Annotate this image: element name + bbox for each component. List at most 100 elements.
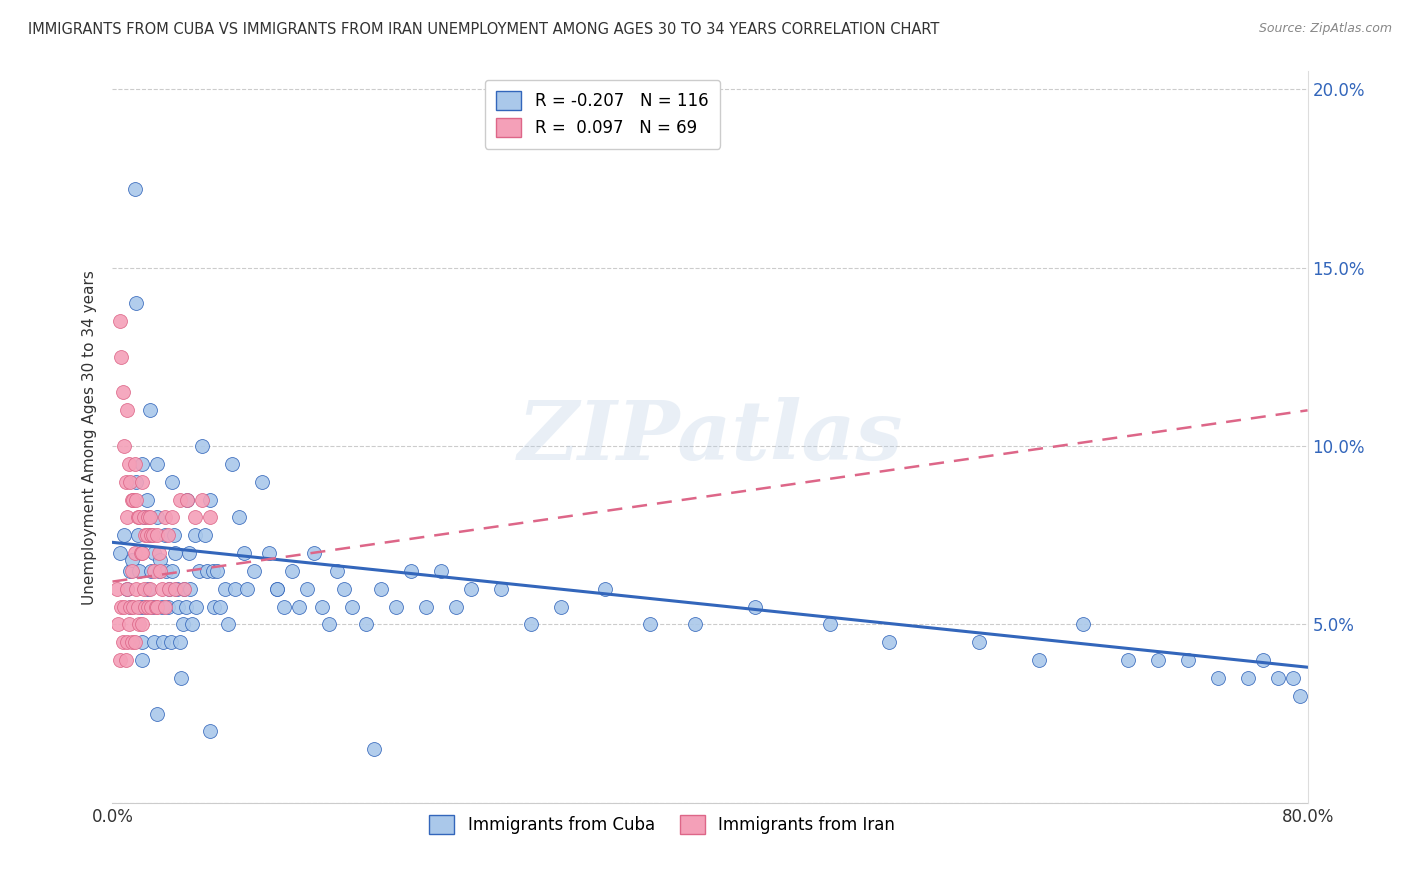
Point xyxy=(818,617,841,632)
Point xyxy=(159,635,181,649)
Point xyxy=(141,599,163,614)
Point xyxy=(1237,671,1260,685)
Point xyxy=(145,599,167,614)
Point xyxy=(157,582,180,596)
Point xyxy=(131,617,153,632)
Point xyxy=(134,599,156,614)
Point xyxy=(228,510,250,524)
Point xyxy=(138,599,160,614)
Point xyxy=(401,564,423,578)
Point xyxy=(139,528,162,542)
Point xyxy=(148,546,170,560)
Point xyxy=(143,546,166,560)
Point xyxy=(156,599,179,614)
Point xyxy=(174,599,197,614)
Point xyxy=(744,599,766,614)
Point xyxy=(520,617,543,632)
Point xyxy=(114,528,135,542)
Point xyxy=(143,635,166,649)
Point xyxy=(191,439,214,453)
Point xyxy=(179,582,201,596)
Point xyxy=(166,582,188,596)
Point xyxy=(108,546,131,560)
Point xyxy=(172,617,194,632)
Point xyxy=(311,599,333,614)
Point xyxy=(153,510,176,524)
Point xyxy=(111,385,134,400)
Point xyxy=(489,582,512,596)
Point xyxy=(142,528,165,542)
Point xyxy=(683,617,706,632)
Point xyxy=(121,635,143,649)
Point xyxy=(110,350,132,364)
Point xyxy=(135,492,157,507)
Point xyxy=(333,582,356,596)
Point xyxy=(1289,689,1312,703)
Point xyxy=(194,528,217,542)
Text: ZIPatlas: ZIPatlas xyxy=(517,397,903,477)
Point xyxy=(146,510,169,524)
Point xyxy=(1073,617,1095,632)
Point xyxy=(146,599,169,614)
Point xyxy=(356,617,378,632)
Point xyxy=(148,564,170,578)
Point xyxy=(149,553,172,567)
Point xyxy=(198,492,221,507)
Point xyxy=(115,475,138,489)
Point xyxy=(1177,653,1199,667)
Point xyxy=(170,671,193,685)
Point xyxy=(243,564,266,578)
Point xyxy=(183,510,205,524)
Point xyxy=(177,546,200,560)
Point xyxy=(125,492,148,507)
Point xyxy=(118,457,141,471)
Point xyxy=(114,439,135,453)
Point xyxy=(176,492,198,507)
Point xyxy=(281,564,304,578)
Point xyxy=(162,510,183,524)
Point xyxy=(115,653,138,667)
Point xyxy=(127,528,149,542)
Point xyxy=(165,582,187,596)
Point xyxy=(122,599,145,614)
Point xyxy=(217,617,239,632)
Point xyxy=(128,617,150,632)
Point xyxy=(325,564,347,578)
Point xyxy=(122,492,145,507)
Point xyxy=(288,599,311,614)
Point xyxy=(138,582,160,596)
Point xyxy=(221,457,243,471)
Point xyxy=(121,553,143,567)
Point xyxy=(121,564,143,578)
Point xyxy=(188,564,211,578)
Text: IMMIGRANTS FROM CUBA VS IMMIGRANTS FROM IRAN UNEMPLOYMENT AMONG AGES 30 TO 34 YE: IMMIGRANTS FROM CUBA VS IMMIGRANTS FROM … xyxy=(28,22,939,37)
Point xyxy=(150,582,173,596)
Point xyxy=(117,635,139,649)
Point xyxy=(149,564,172,578)
Point xyxy=(128,510,150,524)
Point xyxy=(153,599,176,614)
Point xyxy=(967,635,990,649)
Point xyxy=(131,653,153,667)
Point xyxy=(167,599,190,614)
Point xyxy=(595,582,617,596)
Text: Source: ZipAtlas.com: Source: ZipAtlas.com xyxy=(1258,22,1392,36)
Point xyxy=(186,599,208,614)
Point xyxy=(318,617,340,632)
Point xyxy=(183,528,205,542)
Point xyxy=(266,582,288,596)
Point xyxy=(224,582,246,596)
Point xyxy=(1267,671,1289,685)
Point xyxy=(162,475,183,489)
Point xyxy=(132,510,155,524)
Point xyxy=(117,582,139,596)
Point xyxy=(302,546,325,560)
Point xyxy=(273,599,295,614)
Point xyxy=(146,457,169,471)
Point xyxy=(117,510,139,524)
Point xyxy=(131,457,153,471)
Point xyxy=(131,546,153,560)
Point xyxy=(156,528,179,542)
Point xyxy=(117,582,139,596)
Point xyxy=(250,475,273,489)
